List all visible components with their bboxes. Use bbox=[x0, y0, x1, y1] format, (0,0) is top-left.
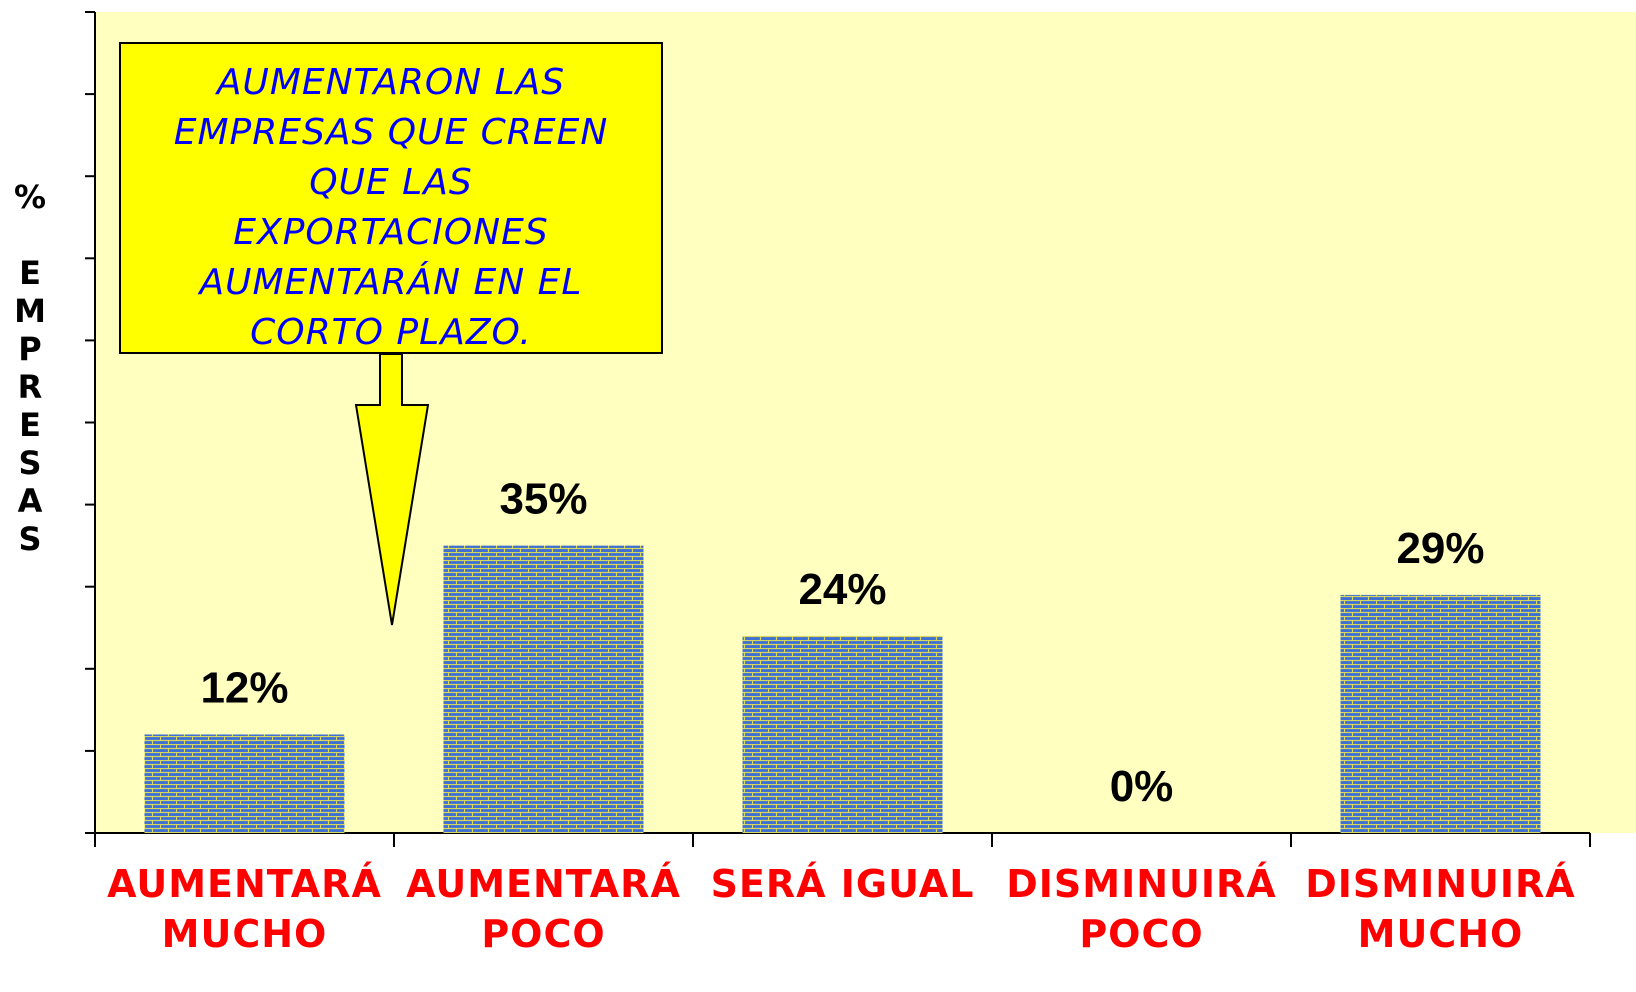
x-tick-label: DISMINUIRÁ bbox=[1006, 862, 1276, 906]
annotation-line: AUMENTARON LAS bbox=[216, 62, 566, 103]
annotation-line: EXPORTACIONES bbox=[233, 212, 549, 253]
bar bbox=[742, 635, 943, 833]
x-tick-label: AUMENTARÁ bbox=[406, 862, 681, 906]
x-tick-label: DISMINUIRÁ bbox=[1305, 862, 1575, 906]
x-tick-label: POCO bbox=[1079, 912, 1203, 956]
annotation-line: AUMENTARÁN EN EL bbox=[199, 262, 583, 303]
bar bbox=[1340, 594, 1541, 833]
y-axis-label: % EMPRESAS bbox=[11, 178, 49, 558]
value-label: 35% bbox=[499, 475, 587, 524]
bar bbox=[443, 545, 644, 833]
x-tick-label: POCO bbox=[481, 912, 605, 956]
x-tick-label: MUCHO bbox=[1358, 912, 1524, 956]
annotation-line: CORTO PLAZO. bbox=[250, 312, 532, 353]
annotation-line: QUE LAS bbox=[309, 162, 473, 203]
annotation: AUMENTARON LAS EMPRESAS QUE CREEN QUE LAS E… bbox=[119, 42, 663, 354]
x-tick-label: AUMENTARÁ bbox=[107, 862, 382, 906]
value-label: 12% bbox=[200, 663, 288, 712]
value-label: 24% bbox=[798, 565, 886, 614]
annotation-line: EMPRESAS QUE CREEN bbox=[173, 112, 609, 153]
value-label: 29% bbox=[1396, 524, 1484, 573]
value-label: 0% bbox=[1110, 762, 1174, 811]
bar bbox=[144, 734, 345, 833]
callout-arrow bbox=[354, 353, 430, 626]
x-tick-label: MUCHO bbox=[162, 912, 328, 956]
x-tick-label: SERÁ IGUAL bbox=[711, 862, 975, 906]
